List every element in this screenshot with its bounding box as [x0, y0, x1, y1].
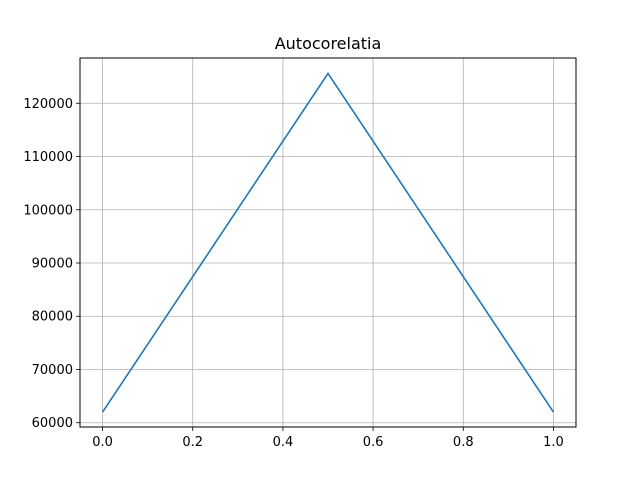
- y-tick-label: 80000: [32, 310, 73, 325]
- y-tick-label: 120000: [23, 97, 73, 112]
- x-axis: 0.0 0.2 0.4 0.6 0.8 1.0: [92, 427, 564, 450]
- y-axis: 60000 70000 80000 90000 100000 110000 120000: [23, 97, 80, 431]
- y-tick-label: 60000: [32, 416, 73, 431]
- plot-frame: [79, 57, 577, 428]
- grid: [80, 58, 576, 427]
- chart-title: Autocorelatia: [275, 34, 382, 53]
- x-tick-label: 0.2: [182, 435, 203, 450]
- x-tick-label: 1.0: [543, 435, 564, 450]
- y-tick-label: 90000: [32, 257, 73, 272]
- x-tick-label: 0.6: [363, 435, 384, 450]
- series-layer: [101, 71, 555, 413]
- series-line: [101, 71, 555, 413]
- x-tick-label: 0.8: [453, 435, 474, 450]
- x-tick-label: 0.4: [273, 435, 294, 450]
- y-tick-label: 70000: [32, 363, 73, 378]
- y-tick-label: 100000: [23, 203, 73, 218]
- x-tick-label: 0.0: [92, 435, 113, 450]
- y-tick-label: 110000: [23, 150, 73, 165]
